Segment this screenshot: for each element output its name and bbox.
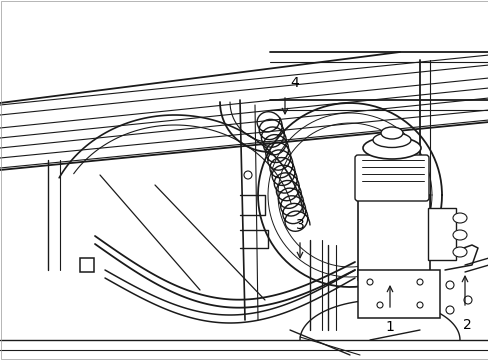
Text: 2: 2 <box>462 318 470 332</box>
Bar <box>357 195 429 280</box>
Bar <box>427 208 455 260</box>
Text: 4: 4 <box>290 76 299 90</box>
Bar <box>357 270 439 318</box>
Ellipse shape <box>452 230 466 240</box>
Text: 1: 1 <box>385 320 394 334</box>
FancyBboxPatch shape <box>354 155 428 201</box>
Ellipse shape <box>452 247 466 257</box>
Ellipse shape <box>380 127 402 139</box>
Ellipse shape <box>372 132 410 148</box>
Bar <box>80 258 94 272</box>
Ellipse shape <box>452 213 466 223</box>
Text: 3: 3 <box>295 218 304 232</box>
Ellipse shape <box>362 137 420 159</box>
